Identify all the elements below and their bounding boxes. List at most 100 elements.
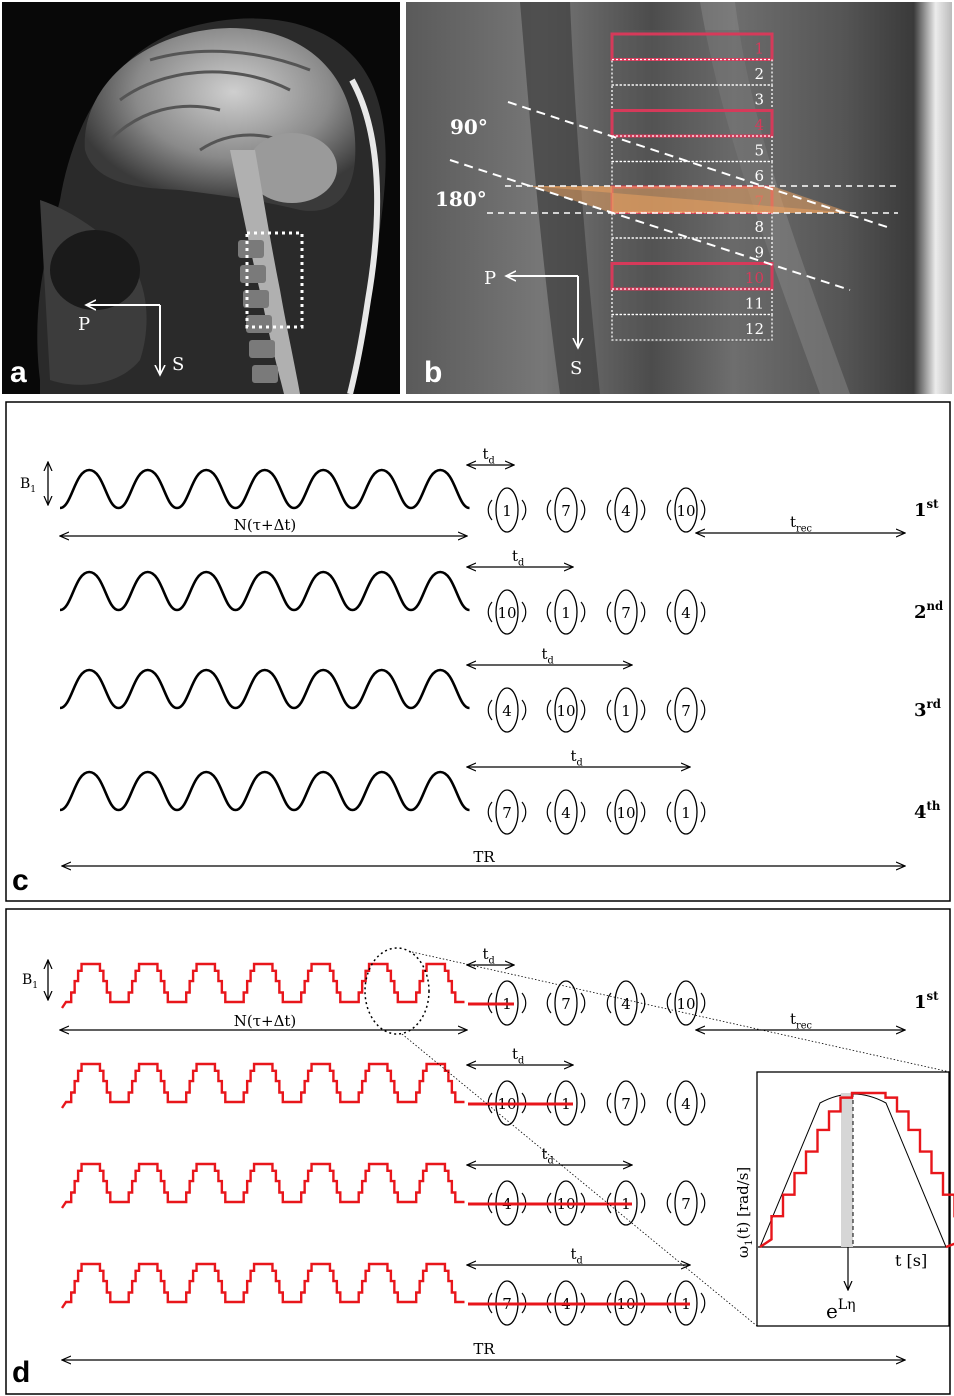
inset-plot: ω1(t) [rad/s] t [s] eLη <box>734 1071 954 1327</box>
mri-oral-cavity <box>50 230 140 310</box>
ordinal-row-3-sub: rd <box>927 697 941 711</box>
coil-row-2-slice-4-right-lobe <box>700 601 706 623</box>
axis-p-label: P <box>78 314 90 335</box>
coil-row-4-slice-4: 4 <box>546 789 586 835</box>
coil-row-1-slice-10-left-lobe <box>666 499 672 521</box>
trec-label: trec <box>790 513 812 535</box>
d-coil-row-1-slice-4-right-lobe <box>640 992 646 1014</box>
d-coil-row-1-slice-4-body <box>614 980 638 1026</box>
coil-row-3-slice-7-body <box>674 687 698 733</box>
stepped-pulse-train-row-1 <box>61 962 465 1009</box>
coil-row-1-slice-4-right-lobe <box>640 499 646 521</box>
d-ordinal-row-1-sub: st <box>927 989 940 1003</box>
d-td-label-row-3-sub: d <box>548 1156 554 1167</box>
coil-row-2-slice-7: 7 <box>606 589 646 635</box>
td-label-row-2-base: t <box>512 547 518 565</box>
d-td-label-row-1-sub: d <box>489 956 495 967</box>
d-trec-label-sub: rec <box>796 1021 812 1032</box>
ordinal-row-2-base: 2 <box>914 602 927 623</box>
coil-row-3-slice-10-label: 10 <box>556 702 575 720</box>
d-coil-row-1-slice-10-right-lobe <box>700 992 706 1014</box>
stepped-pulse-train-row-4 <box>61 1262 465 1309</box>
coil-row-1-slice-4-label: 4 <box>621 502 631 520</box>
coil-row-2-slice-10-body <box>495 589 519 635</box>
td-label-row-3-sub: d <box>548 656 554 667</box>
slice-number-11: 11 <box>745 295 764 313</box>
inset-ylabel-part-2: (t) [rad/s] <box>734 1167 752 1240</box>
d-coil-row-3-slice-1-right-lobe <box>640 1192 646 1214</box>
coil-row-3-slice-1-label: 1 <box>621 702 631 720</box>
coil-row-1-slice-7-right-lobe <box>580 499 586 521</box>
coil-row-4-slice-1: 1 <box>666 789 706 835</box>
d-b1-label: B1 <box>22 972 38 991</box>
coil-row-2-slice-4: 4 <box>666 589 706 635</box>
d-coil-row-2-slice-4-right-lobe <box>700 1092 706 1114</box>
d-coil-row-1-slice-4-left-lobe <box>606 992 612 1014</box>
d-ordinal-row-1: 1st <box>914 989 939 1013</box>
coil-row-4-slice-4-left-lobe <box>546 801 552 823</box>
coil-row-4-slice-7-label: 7 <box>502 804 512 822</box>
ordinal-row-1-sub: st <box>927 497 940 511</box>
d-coil-row-1-slice-1-right-lobe <box>521 992 527 1014</box>
panel-c-label: c <box>12 864 29 897</box>
coil-row-1-slice-4-body <box>614 487 638 533</box>
mri-cerebellum <box>247 133 337 203</box>
ordinal-row-4-sub: th <box>927 799 941 813</box>
coil-row-1-slice-4: 4 <box>606 487 646 533</box>
coil-row-3-slice-4-label: 4 <box>502 702 512 720</box>
inset-ylabel-part-1: 1 <box>744 1239 755 1245</box>
zoom-guide-top <box>411 951 951 1073</box>
coil-row-1-slice-10-label: 10 <box>676 502 695 520</box>
ordinal-row-1-base: 1 <box>914 500 927 521</box>
coil-row-3-slice-1-left-lobe <box>606 699 612 721</box>
coil-row-3-slice-10-left-lobe <box>546 699 552 721</box>
trec-label-sub: rec <box>796 524 812 535</box>
slice-number-2: 2 <box>754 65 764 83</box>
b1-label: B1 <box>20 476 36 495</box>
pulse-train-row-2 <box>59 570 470 612</box>
mri-tissue-dark <box>520 2 600 394</box>
coil-row-1-slice-1-right-lobe <box>521 499 527 521</box>
stepped-pulse-train-row-2 <box>61 1062 465 1109</box>
td-label-row-1-sub: d <box>489 456 495 467</box>
panel-b-label: b <box>424 356 442 389</box>
coil-row-1-slice-1-body <box>495 487 519 533</box>
pulse-90-line <box>507 101 891 229</box>
d-coil-row-2-slice-7: 7 <box>606 1080 646 1126</box>
d-coil-row-1-slice-10: 10 <box>666 980 706 1026</box>
coil-row-3-slice-4-left-lobe <box>487 699 493 721</box>
trec-label-base: t <box>790 513 796 531</box>
b1-label-sub: 1 <box>30 485 36 495</box>
td-label-row-3: td <box>542 645 554 667</box>
coil-row-4-slice-7-right-lobe <box>521 801 527 823</box>
coil-row-3-slice-1-right-lobe <box>640 699 646 721</box>
slice-box-12 <box>611 313 773 341</box>
coil-row-2-slice-4-label: 4 <box>681 604 691 622</box>
mri-scalp <box>347 78 381 395</box>
inset-equation-sup: Lη <box>838 1297 856 1313</box>
coil-row-2-slice-1-left-lobe <box>546 601 552 623</box>
d-trec-label-base: t <box>790 1010 796 1028</box>
pulse-180-line <box>449 159 851 291</box>
d-coil-row-1-slice-10-left-lobe <box>666 992 672 1014</box>
coil-row-4-slice-10-right-lobe <box>640 801 646 823</box>
coil-row-3-slice-10-right-lobe <box>580 699 586 721</box>
ordinal-row-2: 2nd <box>914 599 943 623</box>
coil-row-3-slice-7: 7 <box>666 687 706 733</box>
coil-row-1-slice-7-left-lobe <box>546 499 552 521</box>
ordinal-row-2-sub: nd <box>927 599 944 613</box>
slice-number-5: 5 <box>754 142 764 160</box>
d-trec-label: trec <box>790 1010 812 1032</box>
coil-row-2-slice-1: 1 <box>546 589 586 635</box>
coil-row-1-slice-1-label: 1 <box>502 502 512 520</box>
coil-row-2-slice-10-left-lobe <box>487 601 493 623</box>
coil-row-2-slice-1-right-lobe <box>580 601 586 623</box>
coil-row-4-slice-10-label: 10 <box>616 804 635 822</box>
panel-b: 123456789101112 90° 180° P S b <box>406 2 952 394</box>
angle-90-label: 90° <box>450 115 488 139</box>
d-coil-row-1-slice-10-label: 10 <box>676 995 695 1013</box>
td-label-row-4-base: t <box>571 747 577 765</box>
